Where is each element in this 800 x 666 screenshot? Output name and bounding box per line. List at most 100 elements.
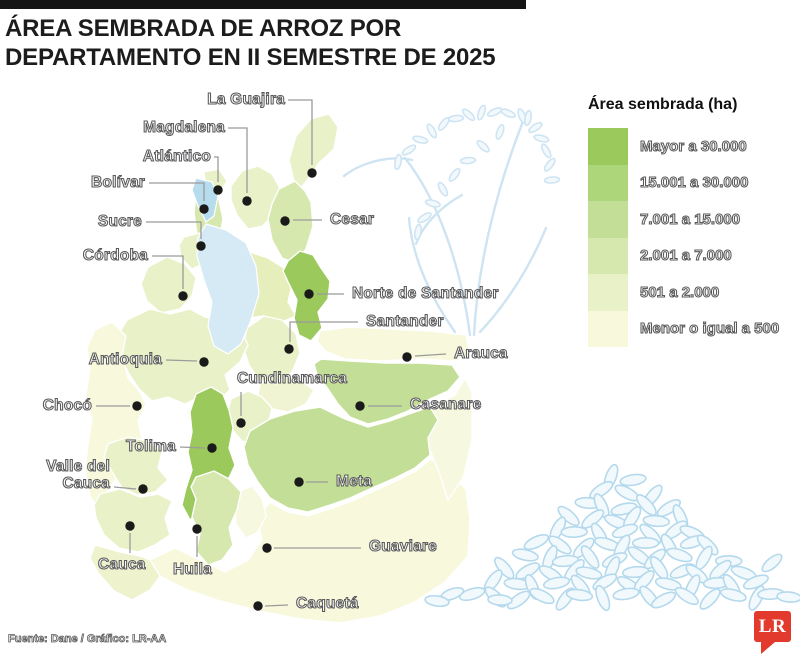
map-water-swamp [196,223,260,355]
map-dot-casanare [355,401,365,411]
rice-grains-pile [424,463,800,612]
map-dot-cauca [125,521,135,531]
map-label-santander: Santander [365,312,444,330]
top-bar [0,0,526,9]
legend-label: 7.001 a 15.000 [639,210,741,228]
legend-item: 15.001 a 30.000 [588,164,793,201]
legend-swatch [588,128,628,165]
map-connector-caqueta [264,604,289,607]
legend-item: Mayor a 30.000 [588,128,793,165]
map-dot-magdalena [242,196,252,206]
legend-label: Menor o igual a 500 [639,320,780,338]
map-dot-la-guajira [307,168,317,178]
legend-label: Mayor a 30.000 [639,137,747,155]
department-shape-la-guajira [288,113,339,190]
map-label-magdalena: Magdalena [143,118,226,136]
map-label-casanare: Casanare [409,395,482,413]
lr-logo: LR [754,611,791,654]
map-dot-caqueta [253,601,263,611]
legend: Área sembrada (ha) Mayor a 30.000 15.001 … [588,96,793,347]
map-dot-meta [294,477,304,487]
department-shape-cauca [93,488,173,553]
map-label-cauca: Cauca [97,555,146,573]
department-shape-region-narino [89,544,161,601]
department-shape-meta [243,406,439,513]
legend-swatch [588,164,628,201]
map-dot-cesar [280,216,290,226]
legend-item: 7.001 a 15.000 [588,201,793,238]
map-label-cundinamarca: Cundinamarca [236,369,348,387]
map-label-atlantico: Atlántico [142,147,211,165]
map-dot-atlantico [213,185,223,195]
map-connector-cordoba [152,255,184,289]
map-dot-sucre [196,241,206,251]
map-dot-arauca [402,352,412,362]
map-label-meta: Meta [335,472,373,490]
map-dot-huila [192,524,202,534]
map-label-choco: Chocó [42,396,92,414]
map-dot-guaviare [262,543,272,553]
map-label-cesar: Cesar [329,210,375,228]
legend-title: Área sembrada (ha) [588,96,738,113]
legend-item: 501 a 2.000 [588,274,793,311]
map-dot-choco [132,401,142,411]
legend-label: 15.001 a 30.000 [639,174,749,192]
map-label-la-guajira: La Guajira [207,90,286,108]
department-shape-region-east-plains [427,377,473,501]
map-label-huila: Huila [172,560,212,578]
legend-swatch [588,310,628,347]
legend-items: Mayor a 30.000 15.001 a 30.000 7.001 a 15.… [588,128,793,347]
map-label-tolima: Tolima [125,437,176,455]
legend-swatch [588,237,628,274]
map-dot-tolima [207,443,217,453]
map-label-caqueta: Caquetá [295,594,359,612]
map-label-arauca: Arauca [453,344,508,362]
map-dot-cundinamarca [236,418,246,428]
legend-label: 501 a 2.000 [639,283,720,301]
legend-swatch [588,201,628,238]
legend-item: 2.001 a 7.000 [588,237,793,274]
map-connector-arauca [414,353,447,357]
footer-source: Fuente: Dane / Gráfico: LR-AA [8,633,167,646]
department-shape-valle-del-cauca [103,436,169,496]
map-connector-la-guajira [288,99,313,165]
map-connector-valle-del-cauca [113,486,137,490]
legend-swatch [588,274,628,311]
infographic-title: ÁREA SEMBRADA DE ARROZ POR DEPARTAMENTO … [5,14,496,72]
map-regions [84,113,473,624]
map-connector-tolima [179,446,206,449]
map-connector-bolivar [149,182,205,201]
legend-label: 2.001 a 7.000 [639,247,732,265]
rice-plant-illustration [342,104,561,337]
map-annotations [96,99,447,611]
legend-item: Menor o igual a 500 [588,310,793,347]
map-label-antioquia: Antioquia [88,350,162,368]
map-connector-atlantico [214,156,219,182]
map-label-valle-del-cauca: Valle del Cauca [46,457,111,492]
map-dot-santander [284,344,294,354]
title-line-1: ÁREA SEMBRADA DE ARROZ POR [5,15,402,42]
map-label-bolivar: Bolívar [91,173,146,191]
map-label-norte-de-santander: Norte de Santander [351,284,499,302]
map-dot-norte-de-santander [304,289,314,299]
map-dot-cordoba [178,291,188,301]
map-connector-magdalena [228,127,248,193]
title-line-2: DEPARTAMENTO EN II SEMESTRE DE 2025 [5,44,496,71]
map-label-cordoba: Córdoba [82,246,148,264]
map-dot-bolivar [199,204,209,214]
map-connector-antioquia [165,359,198,362]
department-shape-casanare [313,358,461,425]
department-shape-santander [242,315,301,385]
map-label-guaviare: Guaviare [368,537,437,555]
lr-logo-tail [761,642,775,654]
map-connector-santander [289,321,358,342]
map-connector-sucre [146,221,202,239]
lr-logo-text: LR [758,615,787,637]
map-dot-valle-del-cauca [138,484,148,494]
map-label-sucre: Sucre [97,212,142,230]
map-water-river [191,177,219,223]
department-shape-region-south [149,458,471,624]
department-shape-arauca [316,326,471,362]
